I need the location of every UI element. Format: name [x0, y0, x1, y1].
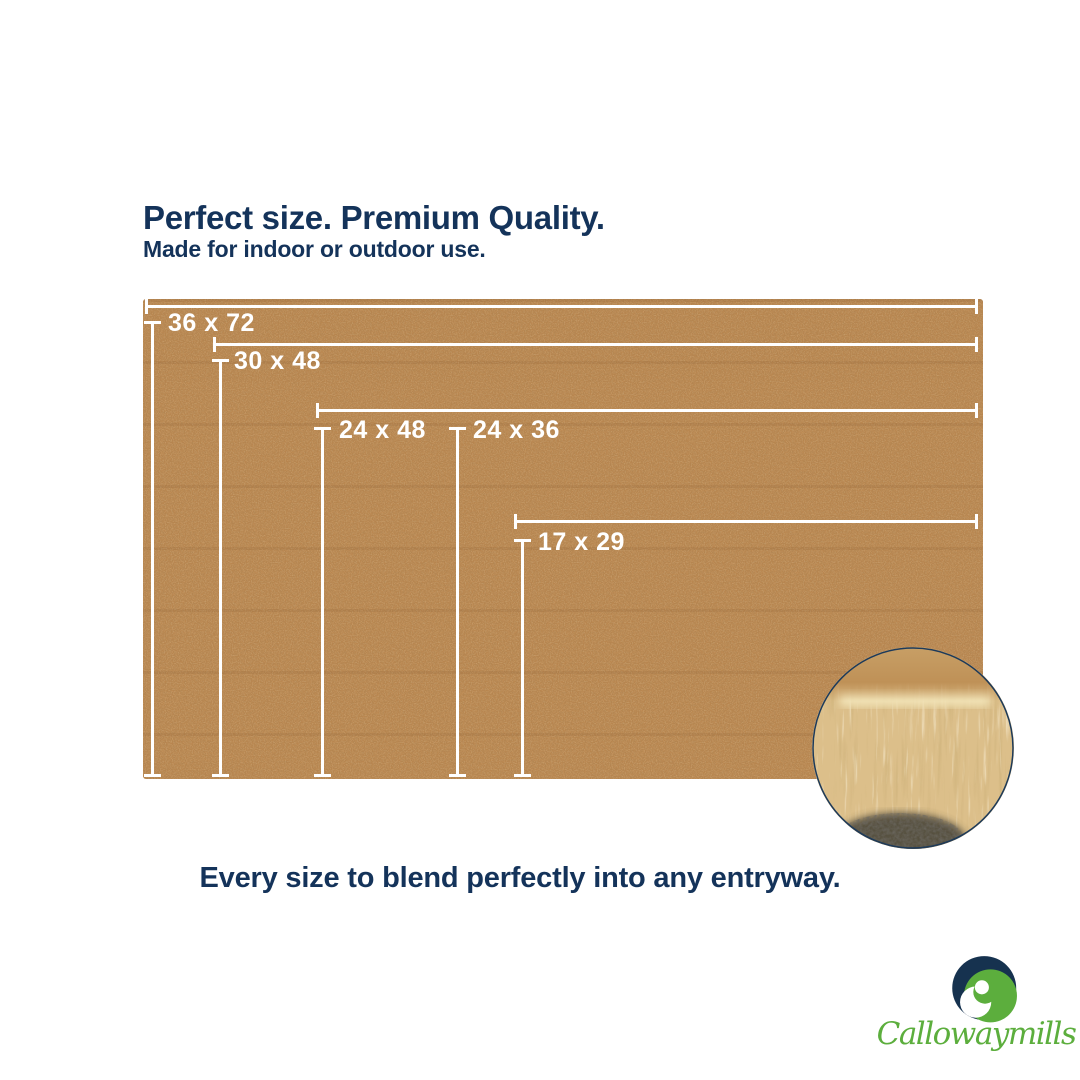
size-label-24x48: 24 x 48 [339, 416, 426, 444]
size-label-30x48: 30 x 48 [234, 347, 321, 375]
dim-line-30x48-width [213, 337, 978, 352]
page-title: Perfect size. Premium Quality. [143, 199, 605, 236]
dim-line-17x29-height [514, 539, 531, 777]
dim-line-36x72-width [145, 299, 978, 314]
dim-line-36x72-height [144, 321, 161, 777]
footer-tagline: Every size to blend perfectly into any e… [199, 862, 841, 894]
size-label-17x29: 17 x 29 [538, 528, 625, 556]
dim-line-24x36-height [449, 427, 466, 777]
size-label-36x72: 36 x 72 [168, 309, 255, 337]
dim-line-24x48-height [314, 427, 331, 777]
doormat-texture [143, 299, 983, 779]
dim-line-24x48-width [316, 403, 978, 418]
dim-line-17x29-width [514, 514, 978, 529]
callowaymills-swirl-icon [952, 956, 1017, 1023]
size-label-24x36: 24 x 36 [473, 416, 560, 444]
coir-fiber-closeup-icon [812, 647, 1014, 849]
dim-line-30x48-height [212, 359, 229, 777]
brand-name: Callowaymills [876, 1016, 1077, 1052]
coir-fiber-closeup-inset [810, 645, 1016, 851]
page-subtitle: Made for indoor or outdoor use. [143, 236, 486, 262]
